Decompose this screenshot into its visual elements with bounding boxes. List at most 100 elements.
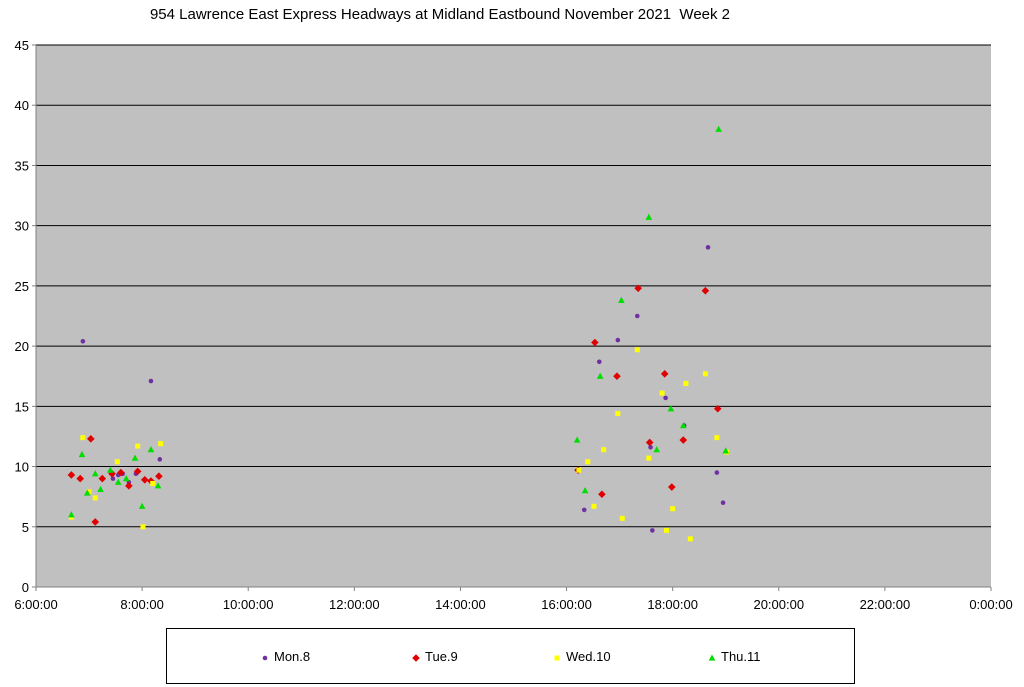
x-tick-label: 18:00:00 (647, 597, 698, 612)
axes (35, 45, 991, 588)
data-point (702, 371, 708, 377)
data-point (615, 411, 621, 417)
data-point (91, 470, 99, 477)
data-point (117, 468, 125, 477)
legend-marker-icon (554, 655, 560, 661)
legend-marker-icon (262, 655, 268, 660)
y-tick-labels: 0 5 10 15 20 25 30 35 40 45 (15, 38, 29, 595)
data-point (68, 511, 75, 518)
data-point (131, 454, 139, 461)
data-point (138, 502, 146, 509)
data-point (576, 467, 582, 473)
y-tick-label: 40 (15, 98, 29, 113)
y-tick-label: 20 (15, 339, 29, 354)
x-tick-label: 16:00:00 (541, 597, 592, 612)
data-point (714, 435, 720, 441)
data-point (715, 125, 722, 132)
data-point (147, 446, 155, 453)
x-tick-label: 12:00:00 (329, 597, 380, 612)
x-tick-label: 10:00:00 (223, 597, 274, 612)
data-point (660, 370, 669, 378)
data-point (596, 372, 604, 379)
series-mon-8 (80, 245, 726, 533)
plot-area (36, 45, 991, 587)
y-tick-label: 15 (15, 399, 29, 414)
y-tick-label: 25 (15, 279, 29, 294)
x-tick-labels: 6:00:00 8:00:00 10:00:00 12:00:00 14:00:00 16… (14, 597, 1012, 612)
data-point (670, 506, 676, 512)
x-tick-label: 14:00:00 (435, 597, 486, 612)
data-point (645, 213, 653, 220)
data-point (679, 436, 688, 444)
data-point (679, 422, 687, 429)
legend-label: Wed.10 (566, 649, 611, 664)
data-point (634, 313, 640, 319)
data-point (591, 338, 599, 347)
legend-marker-icon (412, 653, 420, 662)
data-point (125, 482, 133, 490)
data-point (581, 507, 587, 513)
data-point (601, 447, 607, 453)
y-tick-label: 0 (22, 580, 29, 595)
x-tick-label: 0:00:00 (969, 597, 1012, 612)
data-point (158, 441, 164, 447)
data-point (705, 245, 711, 250)
legend-label: Thu.11 (721, 649, 761, 664)
data-point (91, 518, 100, 526)
data-point (585, 459, 591, 465)
data-point (722, 447, 730, 454)
data-point (140, 524, 146, 530)
data-point (659, 390, 665, 396)
data-point (108, 469, 116, 478)
data-point (83, 489, 91, 496)
data-point (150, 480, 156, 486)
data-point (720, 500, 726, 505)
data-point (97, 485, 104, 493)
legend-item: Mon.8 (260, 649, 310, 664)
legend-marker-icon (708, 653, 716, 661)
data-point (683, 380, 689, 386)
data-point (154, 482, 162, 489)
y-tick-label: 45 (15, 38, 29, 53)
data-point (110, 476, 116, 481)
data-point (78, 450, 86, 458)
x-tick-label: 6:00:00 (14, 597, 57, 612)
data-point (76, 474, 85, 483)
x-tick-label: 8:00:00 (120, 597, 163, 612)
y-tick-label: 10 (15, 460, 29, 475)
data-point (687, 536, 693, 542)
data-point (135, 443, 141, 449)
data-point (634, 347, 640, 353)
data-point (581, 487, 589, 494)
data-point (648, 444, 653, 450)
y-tick-label: 30 (15, 219, 29, 234)
x-tick-label: 20:00:00 (753, 597, 804, 612)
data-point (573, 436, 581, 443)
data-point (98, 474, 107, 483)
legend-item: Wed.10 (552, 649, 611, 664)
data-point (80, 435, 86, 441)
data-points (67, 125, 730, 542)
legend-label: Mon.8 (274, 649, 311, 664)
data-point (653, 446, 661, 453)
data-point (80, 338, 86, 344)
data-point (618, 296, 625, 303)
legend-marker (412, 653, 420, 662)
data-point (114, 459, 120, 465)
data-point (714, 470, 720, 475)
data-point (613, 372, 621, 381)
legend-item: Thu.11 (707, 649, 761, 664)
legend-marker (554, 655, 560, 661)
data-point (87, 435, 95, 443)
data-point (619, 515, 625, 521)
y-tick-label: 35 (15, 158, 29, 173)
legend-label: Tue.9 (425, 649, 458, 664)
data-point (645, 438, 654, 447)
data-point (155, 472, 163, 480)
chart-title: 954 Lawrence East Express Headways at Mi… (149, 6, 731, 23)
data-point (634, 284, 642, 293)
data-point (701, 286, 710, 295)
data-point (106, 466, 114, 473)
data-point (114, 478, 122, 485)
